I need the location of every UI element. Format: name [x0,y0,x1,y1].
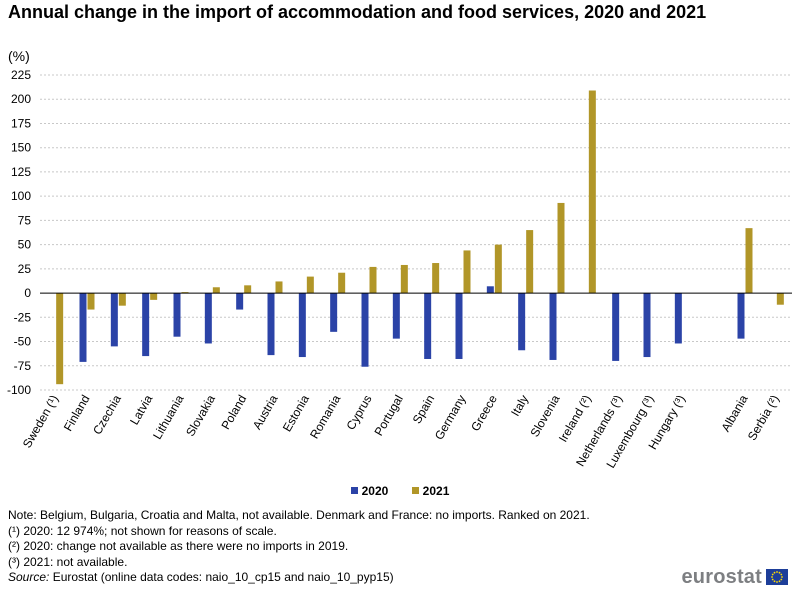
chart-title: Annual change in the import of accommoda… [8,2,707,22]
x-category-label: Cyprus [343,393,374,433]
bar-2021 [118,293,126,306]
y-tick-label: 25 [18,262,32,276]
legend-label-2020: 2020 [361,484,389,498]
bar-2021 [369,266,377,294]
source-line: Source: Eurostat (online data codes: nai… [8,570,590,586]
bar-2021 [745,228,753,294]
bar-2020 [142,293,150,357]
x-category-label: Austria [250,392,281,432]
bar-2021 [150,293,158,300]
eurostat-logo-text: eurostat [681,565,762,588]
bar-2021 [87,293,95,310]
x-category-label: Portugal [371,393,405,439]
bar-2020 [549,293,557,360]
bar-2021 [244,285,252,294]
bar-2020 [173,293,181,337]
bar-2021 [275,281,283,294]
note-3: (³) 2021: not available. [8,554,128,569]
eu-flag-icon [766,569,788,585]
x-category-label: Poland [218,393,249,432]
y-tick-label: 200 [11,92,31,106]
bar-2021 [588,90,596,294]
x-category-label: Slovenia [527,392,562,439]
bar-2021 [400,264,408,294]
bar-2020 [330,293,338,332]
legend-swatch-2020 [350,487,358,494]
bar-2021 [212,287,220,294]
y-tick-label: 75 [18,213,32,227]
footnotes: Note: Belgium, Bulgaria, Croatia and Mal… [8,508,590,586]
bar-chart: -100 -75 -50 -25 0 25 50 75 100 125 150 175 200 225 Sw… [7,68,792,471]
bar-2020 [298,293,306,358]
bar-2020 [486,286,494,294]
bar-2021 [463,250,471,294]
bar-2021 [557,202,565,294]
x-category-label: Germany [432,393,469,443]
bar-2021 [338,272,346,294]
y-tick-label: 0 [24,286,31,300]
x-category-label: Serbia (²) [745,393,782,443]
bar-2021 [526,230,534,294]
y-tick-label: -100 [7,383,31,397]
bar-2020 [392,293,400,339]
x-category-label: Latvia [127,392,155,427]
legend-swatch-2021 [411,487,419,494]
bar-2020 [674,293,682,344]
bar-2020 [236,293,244,310]
x-category-label: Slovakia [183,392,218,439]
legend-item-2020: 2020 [350,484,389,498]
note-1: (¹) 2020: 12 974%; not shown for reasons… [8,523,277,538]
legend-item-2021: 2021 [411,484,450,498]
x-category-label: Albania [718,392,750,434]
y-tick-label: 100 [11,189,31,203]
x-category-label: Romania [307,392,343,441]
bar-2021 [776,293,784,305]
bar-2020 [204,293,212,344]
bar-2020 [518,293,526,351]
y-tick-label: -75 [14,359,32,373]
bar-2020 [424,293,432,359]
bar-2020 [612,293,620,361]
y-tick-label: 125 [11,165,31,179]
bar-2020 [110,293,118,347]
y-tick-label: 175 [11,116,31,130]
x-category-label: Sweden (¹) [20,392,61,450]
bar-2020 [643,293,651,358]
bar-2020 [267,293,275,356]
bar-2021 [56,293,64,385]
bar-2021 [306,276,314,294]
y-tick-label: 225 [11,68,31,82]
x-category-label: Italy [508,393,531,419]
y-tick-label: 150 [11,141,31,155]
x-category-label: Lithuania [150,392,187,441]
bar-2020 [361,293,369,367]
bar-2020 [455,293,463,359]
bar-2021 [494,244,502,294]
source-label: Source: [8,570,50,584]
y-tick-label: 50 [18,238,32,252]
y-tick-label: -50 [14,335,32,349]
legend-label-2021: 2021 [422,484,450,498]
bar-2021 [432,263,440,294]
x-category-label: Spain [410,393,437,427]
x-category-label: Czechia [90,392,124,437]
y-tick-label: -25 [14,310,32,324]
x-category-label: Estonia [280,392,312,434]
bar-2020 [737,293,745,339]
y-axis-unit-label: (%) [8,48,30,64]
eurostat-logo: eurostat [681,565,788,588]
bar-2020 [79,293,87,362]
legend: 2020 2021 [0,484,800,498]
x-category-label: Greece [468,392,500,433]
source-text: Eurostat (online data codes: naio_10_cp1… [49,570,394,584]
note-main: Note: Belgium, Bulgaria, Croatia and Mal… [8,508,590,522]
x-category-label: Finland [61,393,93,434]
note-2: (²) 2020: change not available as there … [8,539,349,553]
